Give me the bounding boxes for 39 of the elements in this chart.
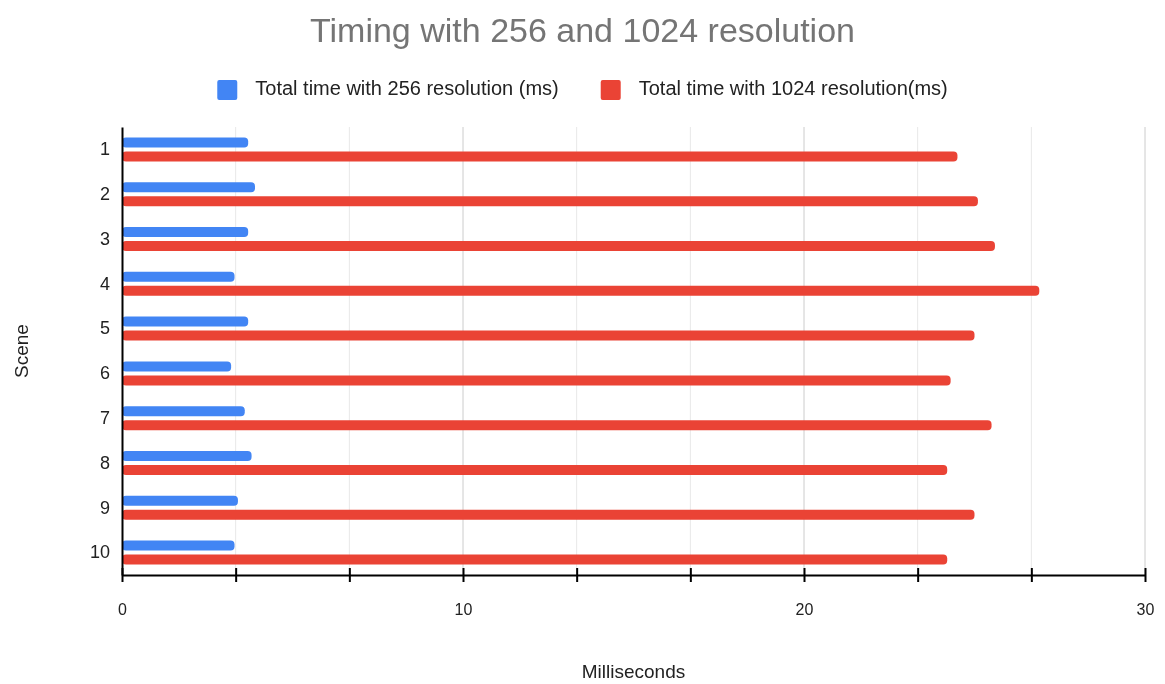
y-tick-label: 7 [99,407,110,428]
bar [122,495,238,506]
bar [122,137,249,148]
bar [122,375,951,386]
y-tick-label: 2 [99,183,110,204]
bar [122,420,992,431]
bar [122,151,958,162]
y-axis-title: Scene [11,324,32,378]
y-tick-label: 3 [99,228,110,249]
y-tick-label: 6 [99,363,110,384]
x-axis-title: Milliseconds [581,661,686,682]
y-tick-label: 9 [99,497,110,518]
bar [122,227,249,237]
bar [122,451,252,461]
y-tick-label: 5 [99,318,110,339]
legend-label: Total time with 1024 resolution(ms) [638,77,948,99]
x-tick-label: 0 [118,601,128,619]
bar [122,540,235,551]
bar [122,271,235,282]
bar [122,285,1040,296]
y-tick-label: 8 [99,452,110,473]
bar [122,316,249,327]
bar [122,554,948,565]
bar [122,182,255,193]
x-tick-label: 30 [1136,601,1155,619]
bar [122,330,975,341]
bar [122,361,232,372]
legend-label: Total time with 256 resolution (ms) [255,77,559,99]
x-tick-label: 20 [795,601,814,619]
bar [122,406,245,417]
y-tick-label: 4 [99,273,110,294]
bar [122,241,995,251]
bar [122,196,978,207]
y-tick-label: 10 [89,542,110,563]
x-tick-label: 10 [454,601,473,619]
bar [122,509,975,520]
bar [122,465,948,475]
chart-title: Timing with 256 and 1024 resolution [310,11,855,49]
y-tick-label: 1 [99,139,110,160]
